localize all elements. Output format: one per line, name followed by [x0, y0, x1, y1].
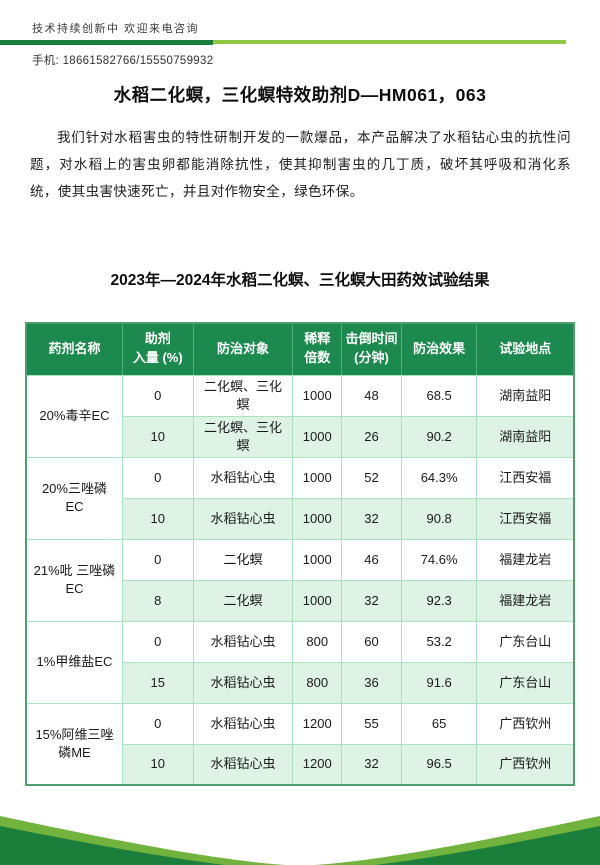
cell-location: 广西钦州	[476, 743, 575, 786]
cell-efficacy: 53.2	[400, 620, 478, 663]
cell-dilution: 800	[292, 661, 343, 704]
cell-target: 水稻钻心虫	[192, 743, 294, 786]
cell-knockdown: 36	[341, 661, 402, 704]
cell-efficacy: 64.3%	[400, 456, 478, 499]
table-title: 2023年—2024年水稻二化螟、三化螟大田药效试验结果	[110, 272, 490, 289]
cell-location: 福建龙岩	[476, 579, 575, 622]
cell-adjuvant: 0	[121, 538, 194, 581]
cell-location: 广东台山	[476, 661, 575, 704]
cell-efficacy: 65	[400, 702, 478, 745]
cell-target: 二化螟	[192, 538, 294, 581]
cell-adjuvant: 0	[121, 374, 194, 417]
cell-location: 江西安福	[476, 497, 575, 540]
table-row: 20%毒辛EC 0 二化螟、三化螟 1000 48 68.5 湖南益阳	[25, 374, 575, 458]
cell-knockdown: 32	[341, 579, 402, 622]
table-row: 8 二化螟 1000 32 92.3 福建龙岩	[26, 579, 575, 622]
cell-efficacy: 92.3	[400, 579, 478, 622]
header-divider-bar	[0, 40, 600, 45]
cell-dilution: 1200	[292, 743, 343, 786]
cell-drug-name: 20%三唑磷EC	[25, 456, 123, 540]
intro-paragraph: 我们针对水稻害虫的特性研制开发的一款爆品，本产品解决了水稻钻心虫的抗性问题，对水…	[30, 130, 571, 199]
table-row: 20%三唑磷EC 0 水稻钻心虫 1000 52 64.3% 江西安福	[25, 456, 575, 540]
cell-location: 福建龙岩	[476, 538, 575, 581]
column-header: 击倒时间 (分钟)	[341, 323, 402, 376]
divider-light-segment	[213, 40, 566, 44]
column-header: 助剂 入量 (%)	[121, 323, 194, 376]
cell-adjuvant: 0	[121, 702, 194, 745]
table-row: 1%甲维盐EC 0 水稻钻心虫 800 60 53.2 广东台山	[25, 620, 575, 704]
cell-knockdown: 32	[341, 743, 402, 786]
cell-drug-name: 21%吡 三唑磷EC	[25, 538, 123, 622]
cell-knockdown: 60	[341, 620, 402, 663]
column-header: 稀释 倍数	[292, 323, 342, 376]
table-row: 10 二化螟、三化螟 1000 26 90.2 湖南益阳	[26, 415, 575, 458]
table-header: 药剂名称 助剂 入量 (%) 防治对象 稀释 倍数 击倒时间 (分钟) 防治效果 试验地点	[26, 323, 574, 376]
cell-dilution: 1000	[292, 579, 343, 622]
top-tagline: 技术持续创新中 欢迎来电咨询	[32, 23, 200, 35]
cell-adjuvant: 10	[121, 497, 194, 540]
cell-efficacy: 68.5	[400, 374, 478, 417]
cell-dilution: 800	[292, 620, 343, 663]
table-header-row: 药剂名称 助剂 入量 (%) 防治对象 稀释 倍数 击倒时间 (分钟) 防治效果 试验地点	[26, 323, 574, 376]
cell-dilution: 1000	[292, 497, 343, 540]
cell-adjuvant: 10	[121, 415, 194, 458]
cell-efficacy: 74.6%	[400, 538, 478, 581]
table-row: 10 水稻钻心虫 1200 32 96.5 广西钦州	[26, 743, 575, 786]
cell-knockdown: 32	[341, 497, 402, 540]
table-row: 15%阿维三唑磷ME 0 水稻钻心虫 1200 55 65 广西钦州	[25, 702, 575, 786]
trial-results-table: 药剂名称 助剂 入量 (%) 防治对象 稀释 倍数 击倒时间 (分钟) 防治效果 试验地点 20%…	[25, 322, 575, 786]
column-header: 防治效果	[400, 323, 477, 376]
cell-location: 广东台山	[476, 620, 575, 663]
divider-dark-segment	[0, 40, 213, 45]
cell-dilution: 1200	[292, 702, 343, 745]
cell-location: 广西钦州	[476, 702, 575, 745]
table-row: 21%吡 三唑磷EC 0 二化螟 1000 46 74.6% 福建龙岩	[25, 538, 575, 622]
cell-adjuvant: 0	[121, 456, 194, 499]
cell-adjuvant: 0	[121, 620, 194, 663]
cell-target: 水稻钻心虫	[192, 661, 294, 704]
cell-knockdown: 48	[341, 374, 402, 417]
table-body: 20%毒辛EC 0 二化螟、三化螟 1000 48 68.5 湖南益阳 10 二化螟、三化螟 10…	[25, 374, 575, 786]
cell-dilution: 1000	[292, 456, 343, 499]
cell-knockdown: 55	[341, 702, 402, 745]
cell-drug-name: 1%甲维盐EC	[25, 620, 123, 704]
cell-adjuvant: 8	[121, 579, 194, 622]
cell-target: 水稻钻心虫	[192, 456, 294, 499]
cell-target: 二化螟、三化螟	[192, 415, 294, 458]
cell-drug-name: 20%毒辛EC	[25, 374, 123, 458]
cell-efficacy: 90.2	[400, 415, 478, 458]
cell-target: 二化螟	[192, 579, 294, 622]
cell-dilution: 1000	[292, 374, 343, 417]
cell-knockdown: 46	[341, 538, 402, 581]
cell-efficacy: 96.5	[400, 743, 478, 786]
column-header: 防治对象	[192, 323, 293, 376]
column-header: 药剂名称	[26, 323, 123, 376]
cell-adjuvant: 10	[121, 743, 194, 786]
cell-dilution: 1000	[292, 538, 343, 581]
table-row: 10 水稻钻心虫 1000 32 90.8 江西安福	[26, 497, 575, 540]
cell-target: 水稻钻心虫	[192, 702, 294, 745]
cell-location: 江西安福	[476, 456, 575, 499]
cell-target: 水稻钻心虫	[192, 497, 294, 540]
cell-efficacy: 91.6	[400, 661, 478, 704]
cell-dilution: 1000	[292, 415, 343, 458]
bottom-swoosh-decoration	[0, 816, 600, 865]
cell-knockdown: 52	[341, 456, 402, 499]
cell-location: 湖南益阳	[476, 415, 575, 458]
cell-knockdown: 26	[341, 415, 402, 458]
cell-location: 湖南益阳	[476, 374, 575, 417]
cell-drug-name: 15%阿维三唑磷ME	[25, 702, 123, 786]
page-title: 水稻二化螟，三化螟特效助剂D—HM061，063	[113, 85, 487, 105]
column-header: 试验地点	[476, 323, 574, 376]
table-row: 15 水稻钻心虫 800 36 91.6 广东台山	[26, 661, 575, 704]
phone-number: 手机: 18661582766/15550759932	[32, 55, 214, 67]
cell-adjuvant: 15	[121, 661, 194, 704]
cell-target: 水稻钻心虫	[192, 620, 294, 663]
cell-efficacy: 90.8	[400, 497, 478, 540]
cell-target: 二化螟、三化螟	[192, 374, 294, 417]
